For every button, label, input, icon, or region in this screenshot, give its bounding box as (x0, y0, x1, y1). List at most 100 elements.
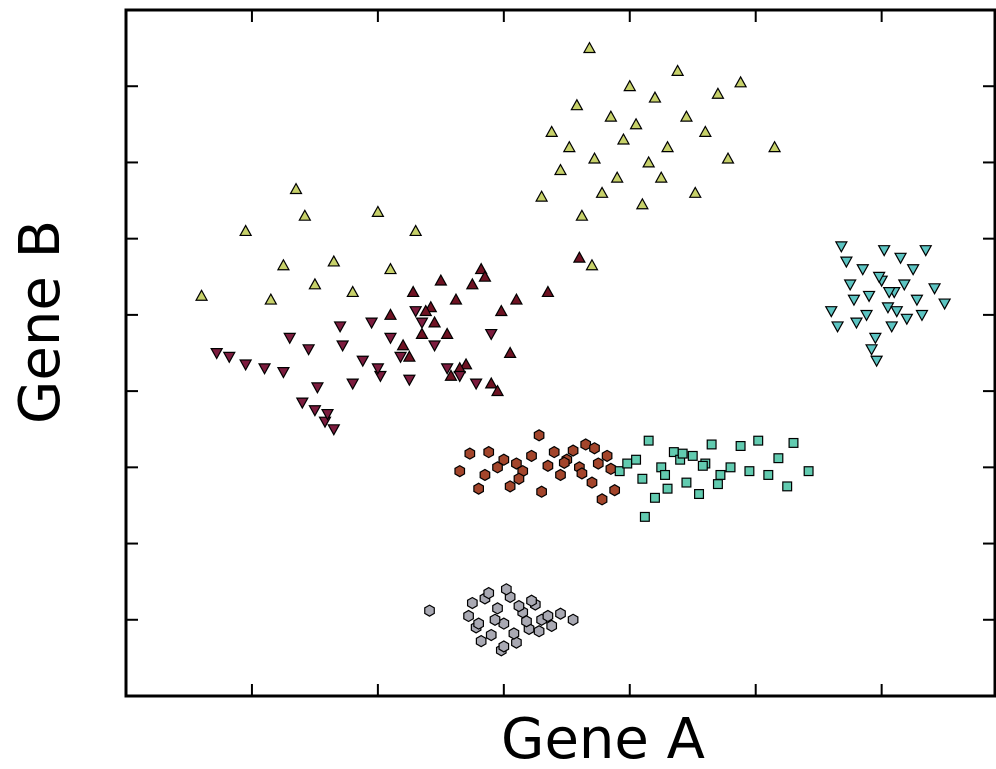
point (679, 109, 693, 122)
point (629, 117, 643, 130)
point (868, 332, 882, 345)
point (511, 457, 522, 470)
point (336, 340, 350, 353)
point (533, 625, 545, 638)
point (725, 462, 736, 473)
point (661, 140, 675, 153)
point (479, 468, 491, 482)
point (555, 468, 566, 482)
point (687, 450, 698, 461)
point (605, 462, 617, 476)
point (580, 438, 592, 451)
point (383, 308, 397, 320)
point (498, 617, 510, 630)
point (473, 617, 485, 630)
point (567, 613, 579, 626)
point (697, 460, 708, 471)
point (711, 87, 725, 99)
point (485, 628, 497, 642)
point (308, 405, 322, 417)
point (882, 287, 896, 299)
point (601, 449, 613, 463)
point (440, 363, 454, 375)
point (662, 483, 673, 494)
point (195, 289, 209, 301)
point (548, 445, 560, 459)
point (877, 245, 891, 257)
point (464, 447, 476, 460)
point (484, 328, 498, 341)
y-axis-title: Gene B (8, 220, 73, 424)
point (239, 224, 253, 237)
point (928, 283, 942, 295)
point (753, 435, 764, 446)
point (415, 317, 429, 330)
point (419, 304, 433, 317)
point (469, 378, 483, 391)
point (688, 186, 702, 198)
point (504, 480, 516, 493)
point (373, 370, 387, 383)
point (763, 469, 774, 480)
point (258, 363, 272, 375)
point (567, 444, 579, 457)
point (521, 615, 532, 628)
point (513, 472, 525, 485)
point (616, 132, 630, 145)
point (474, 262, 488, 275)
point (396, 338, 410, 351)
point (483, 586, 495, 600)
point (406, 285, 420, 298)
point (333, 321, 347, 334)
point (589, 442, 600, 455)
point (585, 258, 599, 271)
point (623, 79, 637, 92)
point (677, 448, 688, 459)
point (415, 327, 429, 339)
point (894, 252, 908, 265)
point (465, 277, 479, 290)
point (402, 374, 416, 387)
point (562, 140, 576, 153)
point (533, 429, 545, 442)
point (320, 408, 335, 421)
point (900, 313, 914, 326)
point (454, 464, 466, 478)
point (862, 290, 876, 303)
point (239, 359, 253, 372)
point (831, 321, 845, 334)
point (694, 489, 705, 500)
point (604, 109, 618, 122)
point (478, 270, 492, 282)
point (881, 302, 895, 315)
point (492, 602, 503, 615)
point (654, 170, 668, 183)
point (428, 315, 442, 328)
point (856, 264, 870, 276)
point (302, 344, 316, 356)
point (649, 492, 660, 503)
point (409, 306, 423, 318)
point (424, 604, 435, 617)
point (570, 98, 584, 111)
point (289, 182, 303, 195)
point (356, 355, 370, 368)
point (494, 304, 508, 317)
point (681, 477, 692, 488)
point (715, 469, 726, 480)
point (276, 258, 290, 271)
point (459, 357, 473, 370)
point (298, 209, 312, 221)
point (453, 370, 467, 383)
point (536, 485, 547, 498)
point (847, 294, 861, 307)
point (394, 351, 408, 364)
point (671, 64, 685, 76)
point (938, 298, 952, 311)
point (449, 292, 463, 305)
point (434, 273, 448, 286)
point (872, 271, 886, 284)
point (587, 151, 602, 164)
point (622, 458, 633, 469)
point (721, 151, 735, 164)
